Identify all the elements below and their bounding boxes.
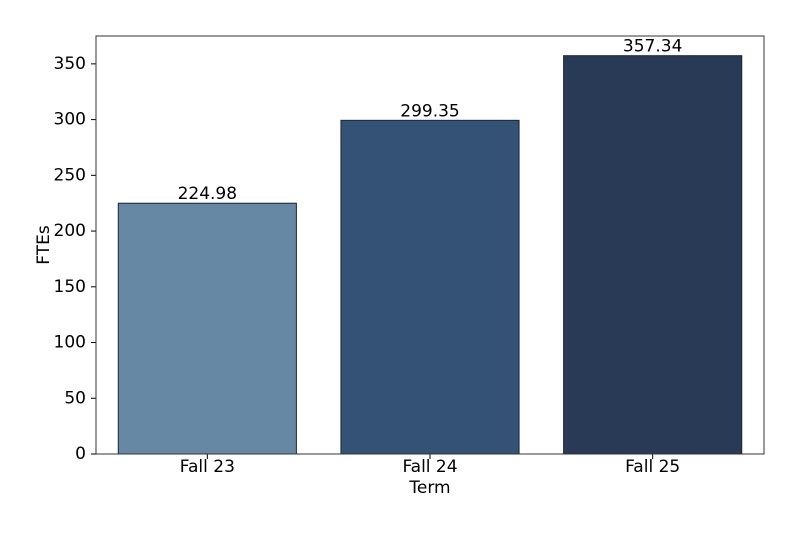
y-tick-label: 0: [75, 444, 86, 464]
x-axis-label: Term: [408, 478, 450, 498]
plot-frame: [95, 35, 765, 455]
y-axis-label: FTEs: [34, 225, 54, 265]
x-tick-label: Fall 24: [402, 457, 457, 477]
y-tick-label: 100: [54, 333, 86, 353]
x-tick-label: Fall 25: [625, 457, 680, 477]
bar: [563, 55, 743, 455]
bar: [117, 202, 297, 455]
data-label: 224.98: [178, 184, 237, 204]
y-tick-label: 50: [64, 388, 86, 408]
y-tick-label: 300: [54, 110, 86, 130]
y-tick-label: 250: [54, 165, 86, 185]
y-tick-label: 350: [54, 54, 86, 74]
data-label: 357.34: [623, 37, 682, 57]
x-tick-label: Fall 23: [180, 457, 235, 477]
y-tick-label: 150: [54, 277, 86, 297]
data-label: 299.35: [400, 101, 459, 121]
bar: [340, 119, 520, 455]
y-tick-label: 200: [54, 221, 86, 241]
